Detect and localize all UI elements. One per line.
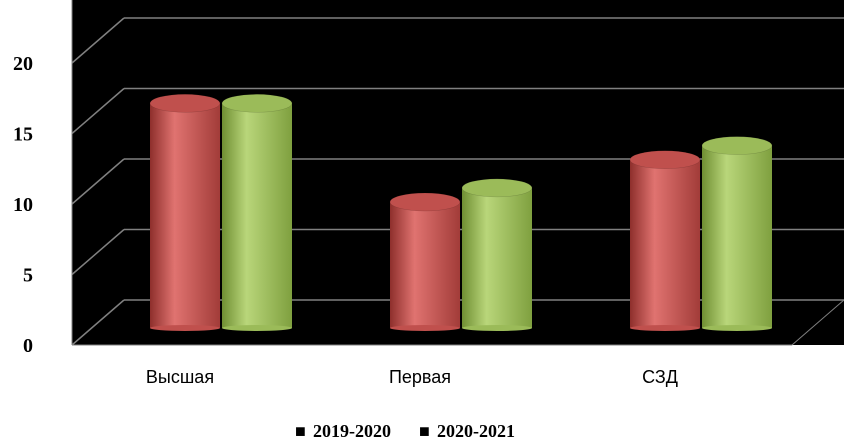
bar-top — [389, 192, 461, 212]
legend-marker: ■ — [419, 421, 430, 441]
bar — [389, 192, 461, 331]
bar-top — [629, 150, 701, 169]
bar-body — [702, 145, 772, 328]
y-axis-ticks: 0 5 10 15 20 — [13, 53, 33, 357]
x-tick-label: Высшая — [146, 367, 214, 387]
y-tick-label: 20 — [13, 53, 33, 75]
y-tick-label: 0 — [23, 335, 33, 357]
y-tick-label: 10 — [13, 194, 33, 216]
x-axis-ticks: Высшая Первая СЗД — [146, 367, 678, 387]
bar-body — [462, 187, 532, 328]
y-tick-label: 15 — [13, 124, 33, 146]
bar-body — [630, 159, 700, 328]
bar-base — [390, 325, 460, 331]
bar-base — [462, 325, 532, 331]
x-tick-label: Первая — [389, 367, 451, 387]
gridline-diagonal — [71, 299, 125, 346]
gridline-diagonal — [71, 87, 125, 135]
bar-body — [390, 202, 460, 328]
x-axis-end-tick — [791, 299, 844, 346]
y-tick-label: 5 — [23, 265, 33, 287]
bar-base — [702, 325, 772, 331]
bar-body — [150, 103, 220, 328]
bar-top — [701, 136, 773, 155]
bar-base — [150, 325, 220, 331]
bar — [221, 94, 293, 331]
bar — [461, 178, 533, 331]
bar-base — [222, 325, 292, 331]
legend-marker: ■ — [295, 421, 306, 441]
gridline-diagonal — [71, 158, 125, 205]
bar — [629, 150, 701, 331]
bar — [701, 136, 773, 331]
bars — [149, 94, 773, 331]
gridline-diagonal — [71, 228, 125, 276]
x-tick-label: СЗД — [642, 367, 678, 387]
gridline-diagonal — [71, 17, 125, 64]
bar-top — [221, 94, 293, 113]
bar-body — [222, 103, 292, 328]
bar-base — [630, 325, 700, 331]
bar-top — [149, 94, 221, 113]
legend: ■ 2019-2020 ■ 2020-2021 — [295, 421, 515, 441]
bar — [149, 94, 221, 331]
bar-top — [461, 178, 533, 198]
legend-label: 2019-2020 — [313, 421, 391, 441]
legend-label: 2020-2021 — [437, 421, 515, 441]
